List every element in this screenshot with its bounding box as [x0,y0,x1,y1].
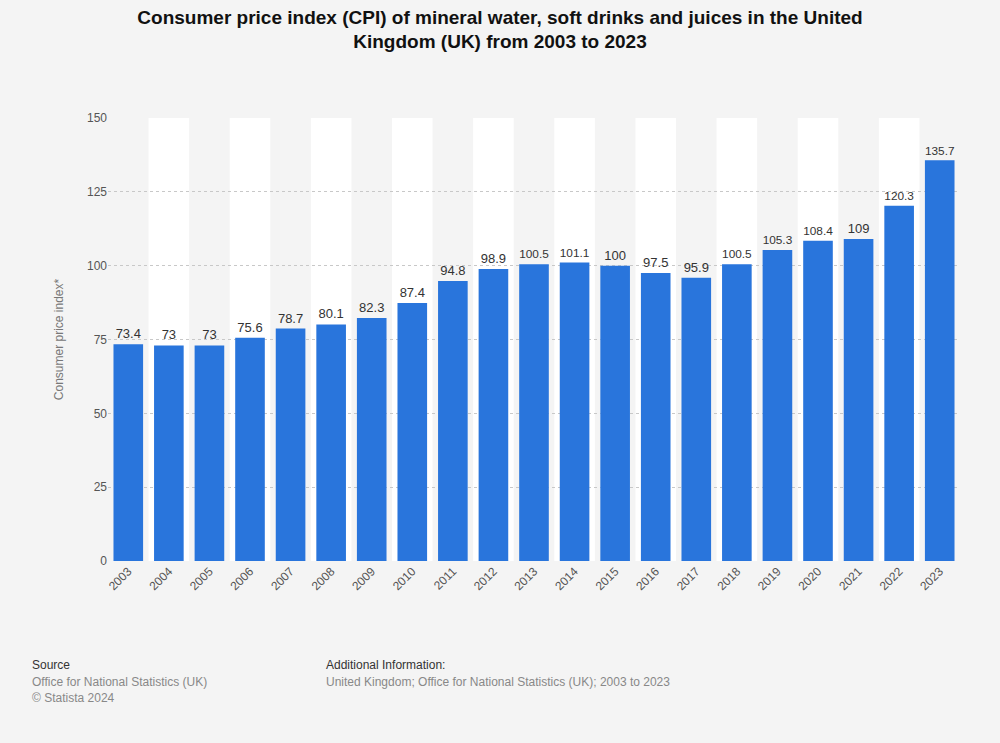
svg-text:United Kingdom; Office for Nat: United Kingdom; Office for National Stat… [326,675,670,689]
svg-text:95.9: 95.9 [684,260,709,275]
svg-text:2003: 2003 [106,564,135,593]
svg-text:101.1: 101.1 [560,246,590,260]
svg-text:Additional Information:: Additional Information: [326,658,445,672]
svg-text:Source: Source [32,658,70,672]
svg-text:75: 75 [94,333,108,347]
svg-text:2005: 2005 [187,564,216,593]
svg-text:125: 125 [87,185,107,199]
svg-text:2023: 2023 [917,564,946,593]
svg-text:87.4: 87.4 [400,285,425,300]
svg-text:105.3: 105.3 [763,233,793,247]
svg-text:2014: 2014 [552,564,581,593]
svg-text:2016: 2016 [633,564,662,593]
svg-text:135.7: 135.7 [925,144,955,158]
svg-text:2007: 2007 [268,564,297,593]
svg-text:100: 100 [87,259,107,273]
svg-text:2010: 2010 [390,564,419,593]
svg-text:© Statista 2024: © Statista 2024 [32,691,115,705]
svg-text:100.5: 100.5 [519,247,549,261]
svg-text:2011: 2011 [431,564,459,592]
svg-text:100: 100 [604,248,626,263]
svg-text:78.7: 78.7 [278,311,303,326]
svg-text:50: 50 [94,407,108,421]
svg-text:73: 73 [202,327,216,342]
svg-text:80.1: 80.1 [318,306,343,321]
svg-text:94.8: 94.8 [440,263,465,278]
svg-text:2022: 2022 [877,564,906,593]
svg-text:150: 150 [87,111,107,125]
svg-text:2013: 2013 [512,564,541,593]
svg-text:2019: 2019 [755,564,784,593]
svg-text:2018: 2018 [714,564,743,593]
svg-text:82.3: 82.3 [359,300,384,315]
svg-text:2009: 2009 [349,564,378,593]
svg-text:75.6: 75.6 [237,320,262,335]
svg-text:109: 109 [848,221,870,236]
svg-text:2015: 2015 [593,564,622,593]
svg-text:2012: 2012 [471,564,500,593]
svg-text:Consumer price index*: Consumer price index* [52,278,66,400]
svg-text:Consumer price index (CPI) of: Consumer price index (CPI) of mineral wa… [137,7,862,53]
svg-text:Office for National Statistics: Office for National Statistics (UK) [32,675,207,689]
svg-text:25: 25 [94,480,108,494]
svg-text:73.4: 73.4 [116,326,141,341]
svg-text:120.3: 120.3 [884,189,914,203]
svg-text:97.5: 97.5 [643,255,668,270]
svg-text:98.9: 98.9 [481,251,506,266]
svg-text:2008: 2008 [309,564,338,593]
svg-text:108.4: 108.4 [803,224,833,238]
svg-text:73: 73 [162,327,176,342]
svg-text:100.5: 100.5 [722,247,752,261]
svg-text:2020: 2020 [796,564,825,593]
svg-text:2004: 2004 [146,564,175,593]
svg-text:0: 0 [100,554,107,568]
svg-text:2006: 2006 [228,564,257,593]
svg-text:2017: 2017 [674,564,703,593]
svg-text:2021: 2021 [836,564,865,593]
